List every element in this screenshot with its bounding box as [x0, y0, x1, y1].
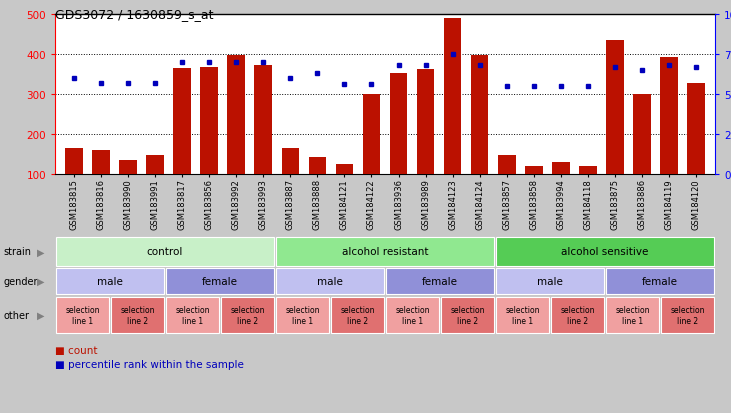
Bar	[606, 41, 624, 175]
Bar	[471, 56, 488, 175]
Bar	[525, 166, 542, 175]
Bar	[633, 95, 651, 175]
Text: female: female	[422, 276, 458, 286]
Text: ▶: ▶	[37, 276, 44, 286]
Bar	[56, 237, 274, 266]
Bar	[166, 297, 219, 334]
Bar	[146, 155, 164, 175]
Bar	[498, 155, 515, 175]
Text: GDS3072 / 1630859_s_at: GDS3072 / 1630859_s_at	[55, 8, 213, 21]
Bar	[254, 66, 272, 175]
Bar	[308, 157, 326, 175]
Text: selection
line 1: selection line 1	[616, 306, 650, 325]
Bar	[417, 70, 434, 175]
Bar	[173, 69, 191, 175]
Text: selection
line 2: selection line 2	[450, 306, 485, 325]
Bar	[200, 68, 218, 175]
Bar	[661, 297, 714, 334]
Bar	[579, 166, 596, 175]
Bar	[281, 149, 299, 175]
Bar	[92, 151, 110, 175]
Bar	[56, 268, 164, 294]
Bar	[551, 297, 604, 334]
Text: selection
line 2: selection line 2	[121, 306, 155, 325]
Text: control: control	[147, 247, 183, 257]
Bar	[227, 56, 245, 175]
Bar	[386, 297, 439, 334]
Text: selection
line 1: selection line 1	[505, 306, 539, 325]
Bar	[119, 161, 137, 175]
Text: other: other	[4, 310, 30, 320]
Bar	[276, 297, 329, 334]
Bar	[221, 297, 274, 334]
Bar	[331, 297, 384, 334]
Text: ■ percentile rank within the sample: ■ percentile rank within the sample	[55, 359, 244, 370]
Bar	[606, 297, 659, 334]
Text: ▶: ▶	[37, 310, 44, 320]
Bar	[276, 268, 384, 294]
Text: selection
line 2: selection line 2	[560, 306, 595, 325]
Bar	[166, 268, 274, 294]
Text: female: female	[642, 276, 678, 286]
Text: male: male	[537, 276, 563, 286]
Bar	[496, 297, 549, 334]
Bar	[496, 268, 604, 294]
Bar	[65, 149, 83, 175]
Bar	[606, 268, 714, 294]
Bar	[444, 19, 461, 175]
Text: alcohol sensitive: alcohol sensitive	[561, 247, 648, 257]
Bar	[552, 163, 569, 175]
Text: alcohol resistant: alcohol resistant	[342, 247, 428, 257]
Bar	[56, 297, 109, 334]
Text: male: male	[317, 276, 343, 286]
Bar	[276, 237, 494, 266]
Bar	[687, 83, 705, 175]
Bar	[363, 95, 380, 175]
Text: selection
line 1: selection line 1	[285, 306, 319, 325]
Bar	[390, 74, 407, 175]
Text: male: male	[97, 276, 123, 286]
Text: selection
line 2: selection line 2	[670, 306, 705, 325]
Bar	[111, 297, 164, 334]
Bar	[441, 297, 494, 334]
Bar	[336, 165, 353, 175]
Text: selection
line 1: selection line 1	[175, 306, 210, 325]
Text: selection
line 2: selection line 2	[340, 306, 375, 325]
Text: selection
line 1: selection line 1	[395, 306, 430, 325]
Text: selection
line 2: selection line 2	[230, 306, 265, 325]
Text: strain: strain	[4, 247, 31, 257]
Text: female: female	[202, 276, 238, 286]
Text: selection
line 1: selection line 1	[65, 306, 99, 325]
Bar	[660, 58, 678, 175]
Bar	[386, 268, 494, 294]
Text: gender: gender	[4, 276, 38, 286]
Bar	[496, 237, 714, 266]
Text: ■ count: ■ count	[55, 345, 97, 355]
Text: ▶: ▶	[37, 247, 44, 257]
